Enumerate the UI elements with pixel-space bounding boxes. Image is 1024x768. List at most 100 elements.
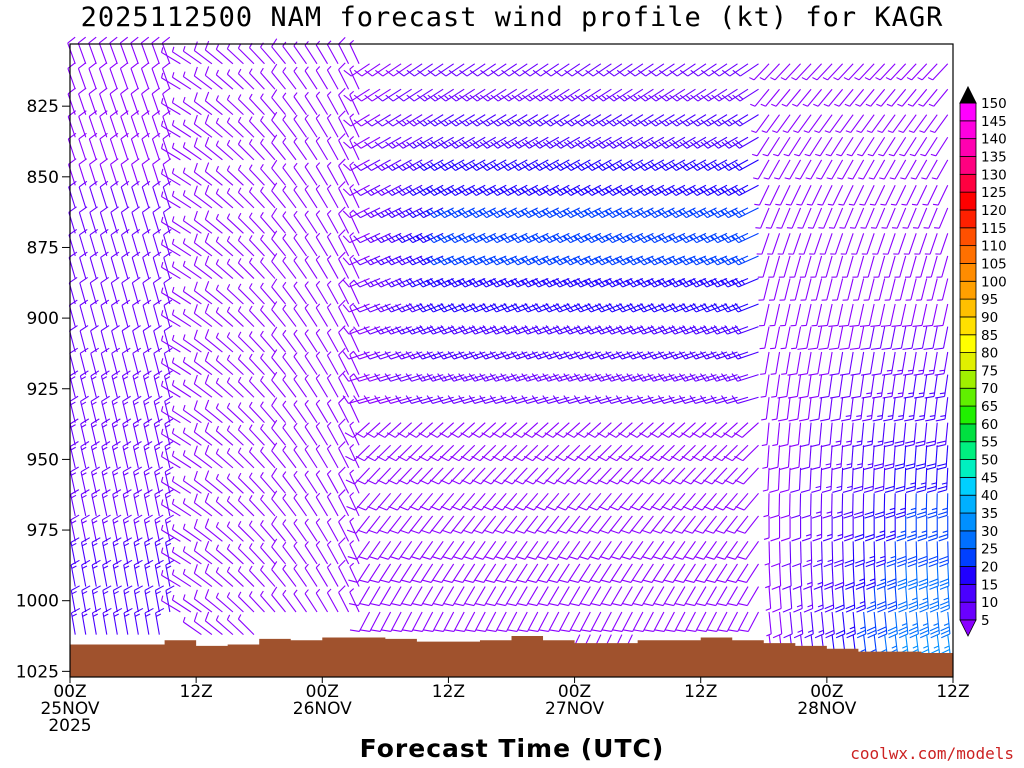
barb-half-flag: [237, 472, 242, 479]
barb-staff: [204, 337, 223, 353]
barb-flag: [204, 399, 210, 410]
barb-half-flag: [226, 447, 231, 454]
barb-flag: [122, 441, 132, 447]
barb-staff: [215, 430, 234, 446]
barb-staff: [172, 455, 192, 469]
barb-half-flag: [248, 447, 253, 453]
barb-flag: [204, 91, 210, 101]
wind-barb: [112, 559, 122, 587]
barb-staff: [161, 314, 181, 328]
barb-staff: [226, 381, 244, 398]
wind-barb: [133, 514, 143, 542]
barb-half-flag: [144, 494, 150, 499]
barb-staff: [172, 551, 192, 565]
barb-staff: [282, 475, 297, 494]
barb-flag: [193, 281, 198, 291]
barb-staff: [161, 77, 181, 90]
wind-barb: [89, 206, 98, 234]
barb-half-flag: [260, 234, 264, 240]
barb-staff: [271, 357, 286, 375]
barb-flag: [112, 537, 122, 543]
wind-barb: [121, 325, 131, 353]
barb-staff: [131, 282, 139, 305]
barb-half-flag: [248, 401, 253, 407]
barb-half-flag: [165, 520, 172, 524]
barb-half-flag: [237, 402, 242, 408]
wind-barb: [193, 66, 213, 90]
wind-barb: [293, 233, 307, 257]
barb-staff: [249, 547, 265, 565]
barb-flag: [78, 158, 87, 165]
wind-barb: [122, 441, 132, 469]
barb-half-flag: [81, 424, 87, 428]
barb-staff: [226, 217, 244, 234]
barb-staff: [111, 330, 118, 353]
wind-barb: [271, 515, 286, 542]
barb-staff: [109, 68, 118, 90]
barb-half-flag: [166, 590, 172, 595]
wind-barb: [141, 110, 150, 138]
barb-half-flag: [248, 520, 253, 526]
barb-flag: [271, 111, 278, 121]
wind-barb: [193, 493, 213, 517]
wind-barb: [215, 117, 234, 138]
barb-staff: [99, 186, 108, 209]
wind-barb: [271, 63, 286, 90]
barb-flag: [99, 110, 108, 117]
barb-staff: [164, 401, 171, 423]
barb-half-flag: [260, 67, 264, 73]
barb-staff: [204, 264, 223, 279]
barb-staff: [293, 449, 307, 469]
barb-flag: [101, 418, 111, 425]
wind-barb: [204, 136, 223, 161]
barb-staff: [161, 600, 181, 613]
wind-barb: [122, 514, 132, 542]
barb-half-flag: [260, 565, 264, 571]
barb-half-flag: [260, 423, 264, 429]
barb-staff: [204, 122, 223, 138]
wind-barb: [282, 163, 297, 186]
wind-barb: [70, 514, 80, 542]
barb-half-flag: [248, 353, 253, 359]
barb-staff: [131, 186, 139, 209]
wind-barb: [99, 158, 109, 186]
barb-flag: [101, 395, 110, 402]
barb-flag: [112, 489, 122, 495]
wind-barb: [282, 304, 297, 327]
wind-barb: [80, 395, 89, 423]
barb-half-flag: [70, 446, 76, 451]
barb-staff: [293, 189, 307, 209]
barb-staff: [282, 334, 297, 353]
barb-flag: [162, 180, 172, 188]
wind-barb: [282, 589, 297, 613]
barb-half-flag: [123, 376, 129, 380]
barb-staff: [112, 590, 118, 613]
barb-half-flag: [237, 164, 242, 170]
barb-flag: [193, 352, 198, 362]
wind-barb: [99, 228, 109, 257]
wind-barb: [193, 281, 213, 305]
barb-staff: [282, 71, 297, 90]
barb-flag: [193, 493, 198, 503]
barb-staff: [89, 257, 97, 279]
barb-staff: [238, 336, 255, 353]
wind-barb: [182, 286, 202, 305]
barb-staff: [215, 218, 234, 234]
barb-half-flag: [182, 96, 186, 103]
barb-staff: [80, 423, 87, 446]
wind-barb: [182, 568, 202, 588]
barb-staff: [226, 121, 244, 138]
barb-half-flag: [71, 613, 77, 617]
barb-flag: [162, 87, 171, 95]
barb-half-flag: [182, 475, 186, 481]
barb-staff: [293, 404, 307, 423]
wind-barb: [100, 370, 110, 398]
wind-barb: [282, 471, 297, 494]
barb-flag: [131, 206, 140, 213]
barb-half-flag: [182, 427, 186, 433]
wind-barb: [282, 541, 297, 565]
barb-flag: [151, 36, 160, 44]
wind-barb: [260, 330, 276, 353]
barb-flag: [271, 207, 278, 217]
wind-barb: [110, 180, 119, 209]
